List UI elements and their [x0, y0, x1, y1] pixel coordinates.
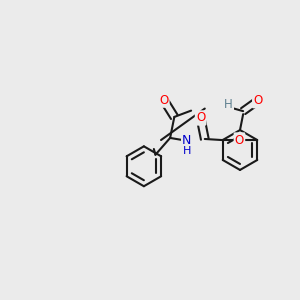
Text: H: H: [224, 98, 233, 111]
Text: N: N: [182, 134, 192, 146]
Text: O: O: [159, 94, 169, 106]
Text: O: O: [235, 134, 244, 146]
Text: H: H: [183, 146, 191, 155]
Text: O: O: [196, 112, 205, 124]
Text: O: O: [253, 94, 262, 107]
